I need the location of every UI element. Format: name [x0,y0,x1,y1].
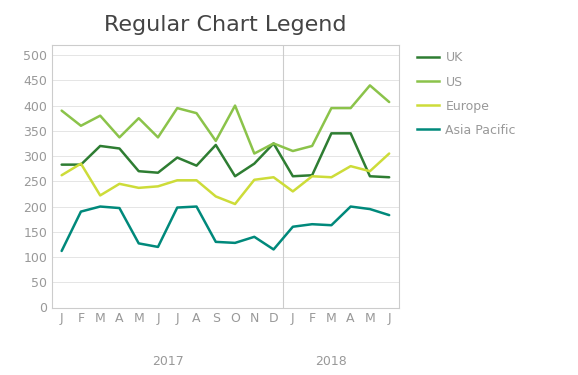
Line: Europe: Europe [62,153,389,204]
Asia Pacific [116,206,123,210]
UK [212,143,219,147]
UK [174,155,181,160]
UK [58,162,65,167]
UK [309,173,316,177]
US [328,106,335,110]
Asia Pacific [309,222,316,226]
US [154,135,161,140]
UK [193,164,200,168]
US [193,111,200,116]
US [135,116,142,120]
US [77,123,84,128]
Europe [251,177,258,182]
Europe [135,186,142,190]
US [174,106,181,110]
UK [232,174,239,178]
UK [97,144,103,148]
UK [154,171,161,175]
Europe [212,194,219,199]
UK [386,175,392,180]
UK [290,174,297,178]
Europe [77,161,84,166]
Asia Pacific [154,244,161,249]
US [58,108,65,113]
US [97,113,103,118]
Europe [193,178,200,183]
UK [77,162,84,167]
Asia Pacific [232,241,239,245]
Asia Pacific [251,235,258,239]
Europe [154,184,161,189]
Asia Pacific [58,249,65,253]
Europe [97,193,103,198]
Europe [58,173,65,177]
US [386,100,392,104]
Europe [290,189,297,194]
Europe [270,175,277,180]
Asia Pacific [193,204,200,209]
Europe [174,178,181,183]
Europe [366,169,373,174]
US [212,139,219,143]
Title: Regular Chart Legend: Regular Chart Legend [104,15,347,35]
UK [347,131,354,136]
UK [366,174,373,178]
US [309,144,316,148]
US [251,151,258,156]
UK [328,131,335,136]
US [366,83,373,88]
Line: Asia Pacific: Asia Pacific [62,207,389,251]
Europe [116,182,123,186]
US [270,141,277,146]
Text: 2017: 2017 [152,355,183,368]
Asia Pacific [270,247,277,252]
US [347,106,354,110]
Line: US: US [62,86,389,153]
US [290,149,297,153]
Asia Pacific [212,240,219,244]
Asia Pacific [135,241,142,246]
US [116,135,123,140]
Europe [386,151,392,156]
Europe [328,175,335,180]
Asia Pacific [290,225,297,229]
Europe [347,164,354,168]
Asia Pacific [77,209,84,214]
Asia Pacific [386,213,392,217]
Asia Pacific [97,204,103,209]
Asia Pacific [328,223,335,228]
UK [270,141,277,146]
UK [116,146,123,151]
Legend: UK, US, Europe, Asia Pacific: UK, US, Europe, Asia Pacific [417,51,516,137]
Line: UK: UK [62,134,389,177]
Europe [232,202,239,206]
Asia Pacific [174,205,181,210]
Asia Pacific [347,204,354,209]
UK [251,161,258,166]
Asia Pacific [366,207,373,212]
Europe [309,174,316,178]
Text: 2018: 2018 [316,355,347,368]
UK [135,169,142,174]
US [232,104,239,108]
